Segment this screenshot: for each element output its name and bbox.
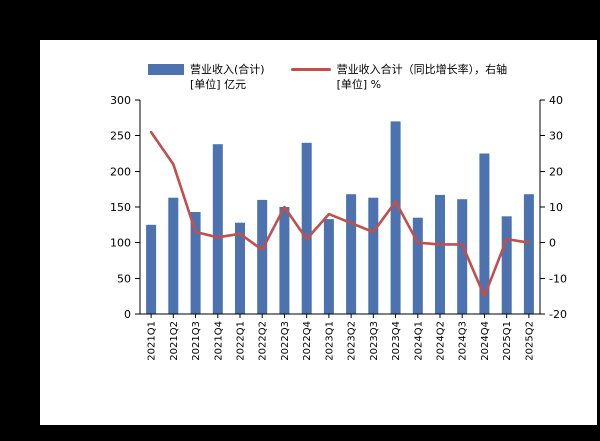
- x-tick-label-2021Q2: 2021Q2: [169, 321, 180, 361]
- x-tick-label-2024Q3: 2024Q3: [458, 321, 469, 361]
- x-tick-label-2024Q2: 2024Q2: [436, 321, 447, 361]
- legend-bar-label: 营业收入(合计): [190, 63, 265, 76]
- bar-2021Q3: [190, 212, 201, 314]
- bar-2024Q2: [435, 194, 445, 314]
- y-right-tick-label: -20: [549, 308, 567, 321]
- bar-2023Q2: [346, 194, 357, 314]
- y-left-tick-label: 150: [110, 201, 131, 214]
- bar-2024Q1: [412, 217, 423, 314]
- x-tick-label-2023Q3: 2023Q3: [369, 321, 380, 361]
- x-tick-label-2021Q3: 2021Q3: [191, 321, 202, 361]
- x-tick-label-2022Q2: 2022Q2: [258, 321, 269, 361]
- bar-2025Q1: [501, 216, 512, 314]
- line-series-swatch-icon: [290, 68, 331, 71]
- x-tick-label-2025Q2: 2025Q2: [524, 321, 535, 361]
- x-tick-label-2025Q1: 2025Q1: [502, 321, 513, 361]
- bar-2023Q3: [368, 197, 379, 314]
- bar-series-swatch-icon: [148, 64, 184, 75]
- y-right-tick-label: 0: [549, 237, 556, 250]
- x-tick-label-2023Q4: 2023Q4: [391, 321, 402, 361]
- y-left-tick-label: 300: [110, 94, 131, 107]
- legend-item-line-series: 营业收入合计（同比增长率），右轴 [单位] %: [290, 62, 508, 92]
- y-right-tick-label: 20: [549, 165, 563, 178]
- y-left-tick-label: 250: [110, 130, 131, 143]
- x-tick-label-2021Q4: 2021Q4: [213, 321, 224, 361]
- y-right-tick-label: 40: [549, 94, 563, 107]
- y-left-tick-label: 100: [110, 237, 131, 250]
- legend-line-label: 营业收入合计（同比增长率），右轴: [336, 63, 508, 76]
- legend-line-texts: 营业收入合计（同比增长率），右轴 [单位] %: [337, 62, 508, 92]
- bar-2022Q2: [257, 199, 268, 314]
- y-right-tick-label: 30: [549, 130, 563, 143]
- legend: 营业收入(合计) [单位] 亿元 营业收入合计（同比增长率），右轴 [单位] %: [148, 62, 507, 92]
- bar-2021Q2: [168, 197, 179, 314]
- bar-2023Q1: [323, 219, 334, 314]
- x-tick-label-2022Q4: 2022Q4: [302, 321, 313, 361]
- bar-2021Q4: [212, 144, 223, 314]
- bar-2025Q2: [523, 194, 534, 314]
- x-tick-label-2023Q2: 2023Q2: [347, 321, 358, 361]
- x-tick-label-2024Q1: 2024Q1: [413, 321, 424, 361]
- y-left-tick-label: 0: [124, 308, 131, 321]
- bar-2024Q3: [457, 199, 468, 314]
- bar-2022Q3: [279, 207, 290, 314]
- legend-bar-texts: 营业收入(合计) [单位] 亿元: [190, 62, 265, 92]
- bar-2022Q1: [235, 222, 245, 314]
- x-tick-label-2021Q1: 2021Q1: [147, 321, 158, 361]
- y-right-tick-label: -10: [549, 272, 567, 285]
- x-tick-label-2022Q3: 2022Q3: [280, 321, 291, 361]
- y-left-tick-label: 50: [117, 272, 131, 285]
- bar-2021Q1: [146, 224, 157, 314]
- legend-bar-unit: [单位] 亿元: [190, 78, 247, 91]
- bar-2022Q4: [301, 142, 312, 314]
- legend-item-bar-series: 营业收入(合计) [单位] 亿元: [148, 62, 265, 92]
- bar-2024Q4: [479, 153, 490, 314]
- legend-line-unit: [单位] %: [336, 78, 382, 91]
- x-tick-label-2022Q1: 2022Q1: [236, 321, 247, 361]
- growth-rate-line: [149, 130, 531, 298]
- bar-2023Q4: [390, 121, 401, 315]
- x-tick-label-2024Q4: 2024Q4: [480, 321, 491, 361]
- x-tick-label-2023Q1: 2023Q1: [324, 321, 335, 361]
- y-right-tick-label: 10: [549, 201, 563, 214]
- y-left-tick-label: 200: [110, 165, 131, 178]
